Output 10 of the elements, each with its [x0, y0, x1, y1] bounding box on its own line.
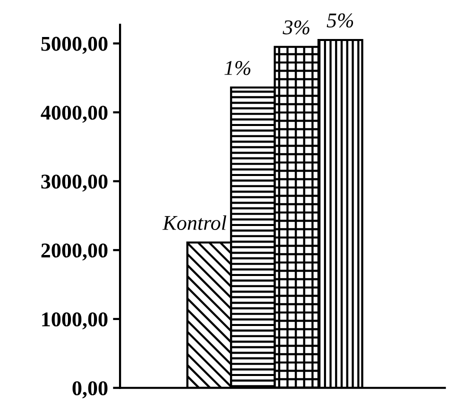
- y-tick-label: 5000,00: [41, 36, 108, 54]
- y-tick-label: 2000,00: [41, 243, 108, 261]
- y-tick-label: 4000,00: [40, 106, 108, 123]
- x-tick-label: Kontrol: [162, 215, 226, 230]
- y-tick-label: 0,00: [72, 381, 108, 398]
- x-tick-label: 5%: [326, 13, 354, 28]
- y-tick-label: 3000,00: [41, 174, 108, 192]
- y-tick-label: 1000,00: [42, 312, 108, 330]
- x-tick-label: 3%: [282, 20, 310, 34]
- x-tick-label: 1%: [224, 60, 250, 76]
